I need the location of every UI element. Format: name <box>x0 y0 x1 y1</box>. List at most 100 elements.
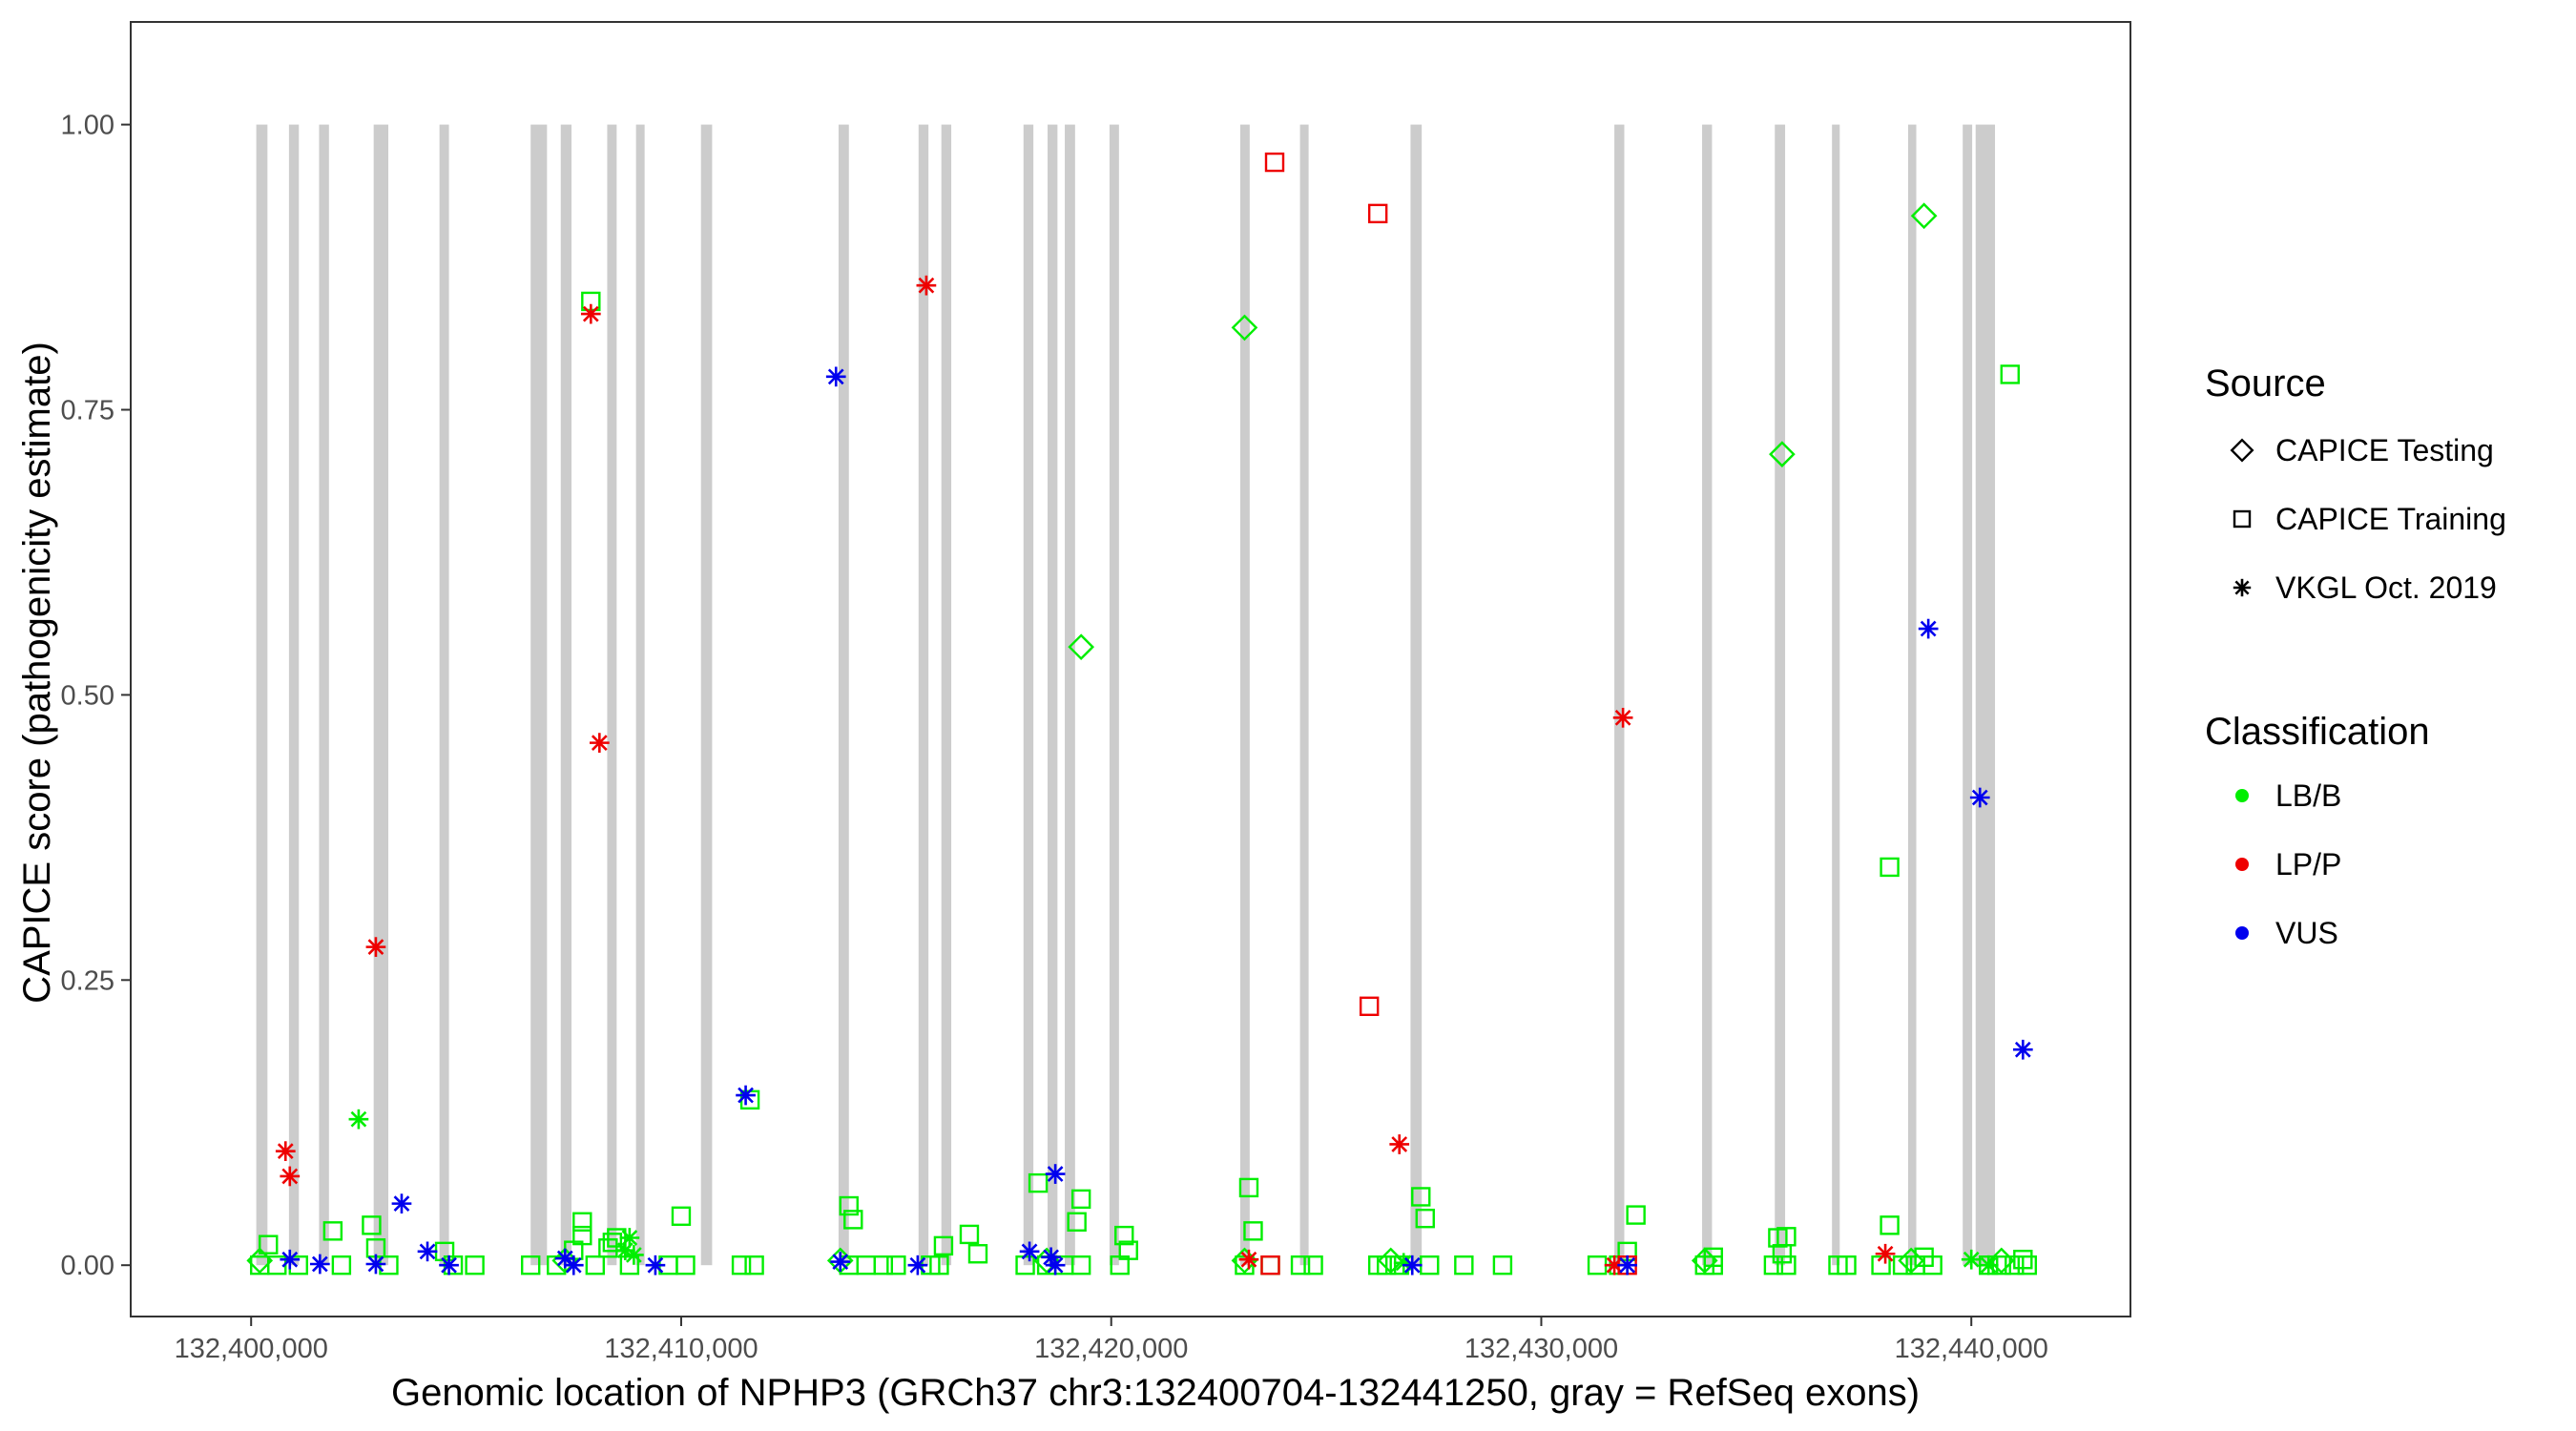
exon-band <box>1702 124 1713 1266</box>
data-point <box>1045 1255 1066 1275</box>
data-point <box>856 1255 876 1275</box>
data-point <box>929 1255 949 1275</box>
exon-band <box>256 124 268 1266</box>
legend-classification-entries: LB/B LP/P VUS <box>2235 778 2341 950</box>
data-point <box>1402 1255 1423 1275</box>
data-point <box>439 1255 459 1275</box>
data-point <box>1110 1255 1130 1275</box>
data-point <box>1231 314 1258 342</box>
legend-source-label: CAPICE Training <box>2275 502 2506 536</box>
exon-band <box>700 124 713 1266</box>
data-point <box>1238 1177 1259 1198</box>
data-point <box>580 303 601 324</box>
data-point <box>1376 1255 1397 1275</box>
data-point <box>563 1255 584 1275</box>
exon-band <box>1023 124 1034 1266</box>
data-point <box>2005 1255 2025 1275</box>
legend-classification-key <box>2235 858 2249 871</box>
data-point <box>259 1234 279 1255</box>
data-point <box>1763 1255 1784 1275</box>
data-point <box>1769 441 1796 467</box>
exon-band <box>288 124 300 1266</box>
exon-band <box>1109 124 1119 1266</box>
data-point <box>1978 1255 1999 1275</box>
data-point <box>417 1241 438 1262</box>
data-point <box>933 1235 954 1256</box>
exon-band <box>1299 124 1309 1266</box>
data-point <box>280 1166 301 1187</box>
data-point <box>572 1225 592 1246</box>
data-point <box>1243 1221 1263 1241</box>
legend-classification-key <box>2235 926 2249 940</box>
data-point <box>1880 857 1900 878</box>
exon-band <box>1065 124 1075 1266</box>
data-point <box>907 1255 928 1275</box>
data-point <box>246 1247 274 1275</box>
exon-band <box>635 124 645 1266</box>
data-point <box>839 1195 859 1216</box>
data-point <box>391 1193 412 1213</box>
exon-band <box>1048 124 1058 1266</box>
data-point <box>1420 1255 1440 1275</box>
exon-band <box>941 124 952 1266</box>
exon-band <box>1975 124 1996 1266</box>
axes: 132,400,000 132,410,000 132,420,000 132,430… <box>61 111 2048 1364</box>
data-point <box>521 1255 541 1275</box>
data-point <box>967 1244 988 1264</box>
data-point <box>1260 1255 1280 1275</box>
data-point <box>886 1255 906 1275</box>
data-point <box>736 1085 756 1106</box>
data-point <box>1303 1255 1323 1275</box>
data-point <box>322 1221 343 1241</box>
data-point <box>1045 1164 1066 1184</box>
data-point <box>1587 1255 1608 1275</box>
y-tick-label: 1.00 <box>61 111 114 141</box>
y-tick-label: 0.50 <box>61 680 114 711</box>
data-point <box>916 275 937 296</box>
data-point <box>1264 152 1285 173</box>
data-point <box>465 1255 485 1275</box>
data-point <box>675 1255 696 1275</box>
data-point <box>1961 1249 1982 1270</box>
legend-source-key <box>2233 578 2252 597</box>
exon-band <box>373 124 389 1266</box>
plot-panel-border <box>130 21 2131 1317</box>
data-point <box>2017 1255 2038 1275</box>
exon-band <box>1410 124 1423 1266</box>
exon-band <box>1963 124 1973 1266</box>
data-point <box>348 1109 369 1130</box>
data-point <box>1776 1255 1797 1275</box>
data-point <box>1604 1255 1625 1275</box>
data-point <box>1875 1243 1896 1264</box>
data-point <box>585 1255 606 1275</box>
data-point <box>645 1255 666 1275</box>
data-point <box>1691 1247 1718 1275</box>
data-point <box>1454 1255 1474 1275</box>
data-point <box>1837 1255 1857 1275</box>
data-point <box>275 1141 296 1161</box>
x-tick-label: 132,430,000 <box>1465 1334 1618 1364</box>
exon-band <box>607 124 617 1266</box>
data-point <box>959 1224 980 1245</box>
exon-band <box>319 124 329 1266</box>
data-point <box>1389 1134 1410 1154</box>
data-point <box>671 1206 692 1226</box>
data-point <box>1068 633 1095 661</box>
data-point <box>619 1255 640 1275</box>
data-point <box>1612 707 1633 728</box>
legend-source-label: VKGL Oct. 2019 <box>2275 570 2497 605</box>
exon-band <box>1614 124 1625 1266</box>
data-point <box>2000 364 2020 384</box>
data-point <box>1070 1189 1091 1210</box>
data-point <box>1880 1215 1900 1235</box>
legend-classification-label: VUS <box>2275 916 2338 950</box>
legend-source-key <box>2230 438 2254 463</box>
exon-band <box>1832 124 1840 1266</box>
data-point <box>1987 1247 2015 1275</box>
data-point <box>1492 1255 1513 1275</box>
data-point <box>572 1212 592 1232</box>
data-point <box>1898 1247 1924 1275</box>
data-point <box>1411 1187 1431 1207</box>
y-axis-title: CAPICE score (pathogenicity estimate) <box>16 342 58 1004</box>
